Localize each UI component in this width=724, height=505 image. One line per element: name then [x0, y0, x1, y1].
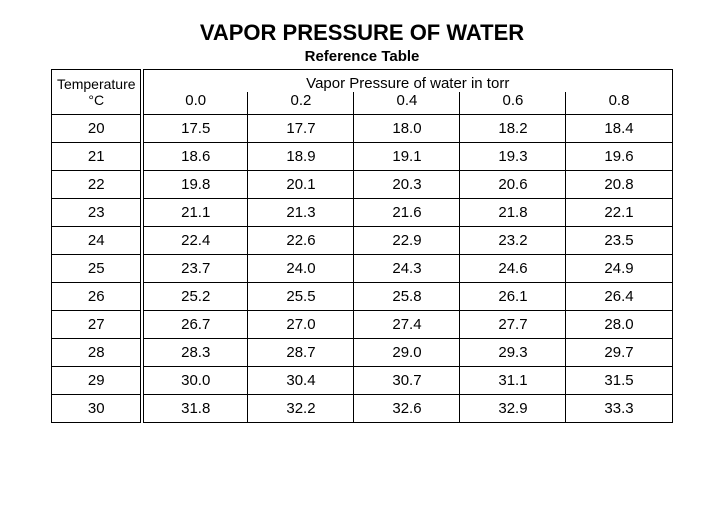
- value-cell: 29.7: [566, 339, 672, 367]
- temp-cell: 21: [52, 143, 142, 171]
- temp-header-line2: °C: [52, 92, 140, 108]
- value-cell: 17.7: [248, 115, 354, 143]
- value-cell: 21.1: [142, 199, 248, 227]
- value-cell: 18.9: [248, 143, 354, 171]
- col-inc-2: 0.4: [354, 92, 460, 115]
- column-increments-row: 0.0 0.2 0.4 0.6 0.8: [52, 92, 672, 115]
- value-cell: 22.9: [354, 227, 460, 255]
- value-cell: 30.4: [248, 367, 354, 395]
- value-cell: 20.8: [566, 171, 672, 199]
- value-cell: 19.3: [460, 143, 566, 171]
- value-cell: 21.8: [460, 199, 566, 227]
- value-cell: 22.6: [248, 227, 354, 255]
- table-row: 2321.121.321.621.822.1: [52, 199, 672, 227]
- table-row: 2523.724.024.324.624.9: [52, 255, 672, 283]
- value-cell: 24.3: [354, 255, 460, 283]
- value-cell: 22.1: [566, 199, 672, 227]
- col-inc-3: 0.6: [460, 92, 566, 115]
- value-cell: 23.2: [460, 227, 566, 255]
- value-cell: 24.9: [566, 255, 672, 283]
- table-row: 2930.030.430.731.131.5: [52, 367, 672, 395]
- value-cell: 28.3: [142, 339, 248, 367]
- value-cell: 25.8: [354, 283, 460, 311]
- temp-cell: 29: [52, 367, 142, 395]
- value-cell: 26.4: [566, 283, 672, 311]
- vapor-pressure-table: Temperature °C Vapor Pressure of water i…: [51, 69, 672, 423]
- temp-header-line1: Temperature: [57, 76, 136, 92]
- temp-cell: 20: [52, 115, 142, 143]
- value-cell: 27.0: [248, 311, 354, 339]
- temp-cell: 28: [52, 339, 142, 367]
- value-cell: 18.4: [566, 115, 672, 143]
- table-row: 2017.517.718.018.218.4: [52, 115, 672, 143]
- value-cell: 18.6: [142, 143, 248, 171]
- value-cell: 20.3: [354, 171, 460, 199]
- value-cell: 25.2: [142, 283, 248, 311]
- value-cell: 21.3: [248, 199, 354, 227]
- value-cell: 20.6: [460, 171, 566, 199]
- value-cell: 24.0: [248, 255, 354, 283]
- value-cell: 32.9: [460, 395, 566, 423]
- temp-cell: 22: [52, 171, 142, 199]
- value-cell: 22.4: [142, 227, 248, 255]
- value-cell: 31.8: [142, 395, 248, 423]
- value-cell: 27.4: [354, 311, 460, 339]
- page-subtitle: Reference Table: [40, 48, 684, 65]
- value-cell: 18.0: [354, 115, 460, 143]
- value-cell: 19.8: [142, 171, 248, 199]
- temp-cell: 23: [52, 199, 142, 227]
- value-cell: 29.0: [354, 339, 460, 367]
- value-cell: 30.0: [142, 367, 248, 395]
- table-row: 2422.422.622.923.223.5: [52, 227, 672, 255]
- value-cell: 18.2: [460, 115, 566, 143]
- value-cell: 31.5: [566, 367, 672, 395]
- value-cell: 28.0: [566, 311, 672, 339]
- value-cell: 26.1: [460, 283, 566, 311]
- table-row: 2828.328.729.029.329.7: [52, 339, 672, 367]
- value-cell: 21.6: [354, 199, 460, 227]
- value-cell: 33.3: [566, 395, 672, 423]
- value-cell: 24.6: [460, 255, 566, 283]
- temp-cell: 24: [52, 227, 142, 255]
- table-row: 2726.727.027.427.728.0: [52, 311, 672, 339]
- temp-cell: 30: [52, 395, 142, 423]
- value-cell: 32.2: [248, 395, 354, 423]
- table-row: 2625.225.525.826.126.4: [52, 283, 672, 311]
- value-cell: 30.7: [354, 367, 460, 395]
- col-inc-4: 0.8: [566, 92, 672, 115]
- value-cell: 26.7: [142, 311, 248, 339]
- value-cell: 19.6: [566, 143, 672, 171]
- value-cell: 28.7: [248, 339, 354, 367]
- temp-cell: 26: [52, 283, 142, 311]
- value-cell: 23.7: [142, 255, 248, 283]
- value-cell: 27.7: [460, 311, 566, 339]
- table-row: 3031.832.232.632.933.3: [52, 395, 672, 423]
- col-inc-0: 0.0: [142, 92, 248, 115]
- value-cell: 20.1: [248, 171, 354, 199]
- temp-cell: 25: [52, 255, 142, 283]
- value-cell: 32.6: [354, 395, 460, 423]
- value-cell: 31.1: [460, 367, 566, 395]
- value-cell: 17.5: [142, 115, 248, 143]
- value-cell: 19.1: [354, 143, 460, 171]
- temperature-header: Temperature °C: [52, 70, 142, 115]
- vapor-pressure-header: Vapor Pressure of water in torr: [142, 70, 672, 93]
- value-cell: 25.5: [248, 283, 354, 311]
- value-cell: 23.5: [566, 227, 672, 255]
- value-cell: 29.3: [460, 339, 566, 367]
- table-row: 2219.820.120.320.620.8: [52, 171, 672, 199]
- col-inc-1: 0.2: [248, 92, 354, 115]
- table-row: 2118.618.919.119.319.6: [52, 143, 672, 171]
- page-title: VAPOR PRESSURE OF WATER: [40, 20, 684, 46]
- temp-cell: 27: [52, 311, 142, 339]
